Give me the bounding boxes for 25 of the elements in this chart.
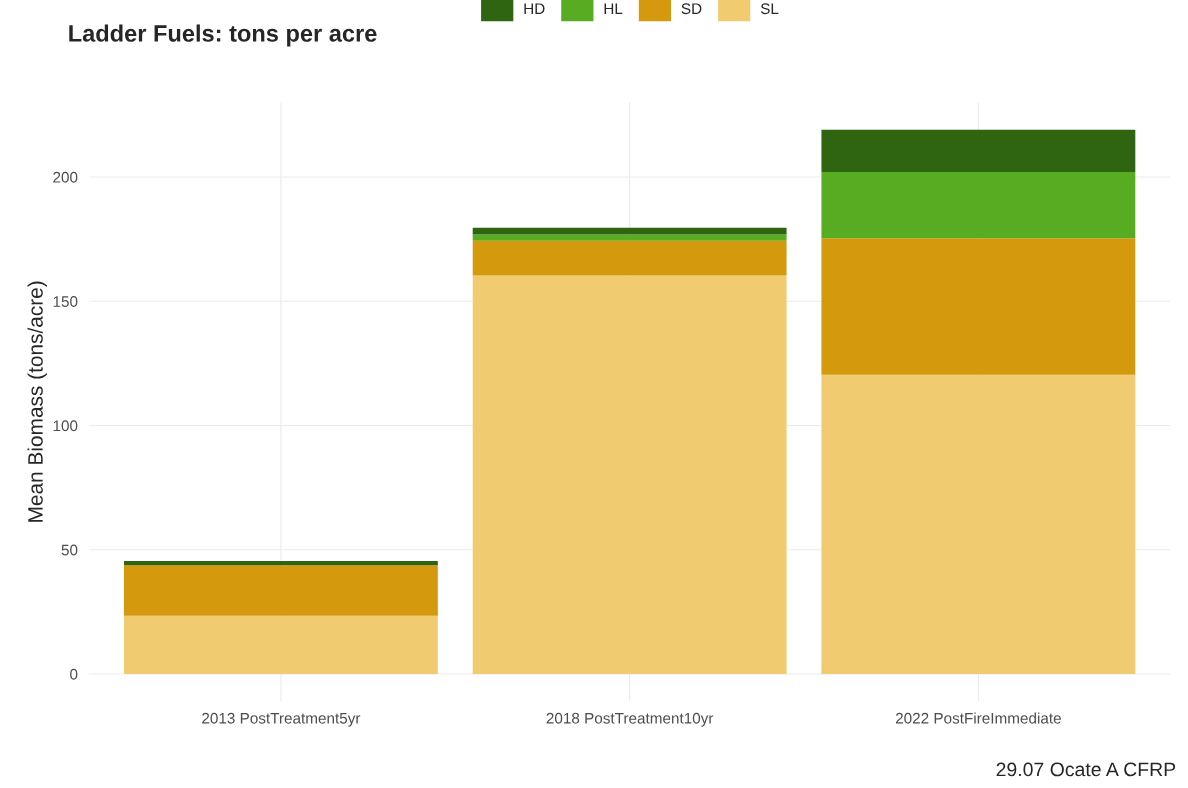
bar	[472, 275, 787, 674]
x-tick-label: 2022 PostFireImmediate	[895, 712, 1061, 724]
bar	[472, 234, 787, 241]
legend-label: SD	[681, 3, 702, 15]
x-tick-label: 2018 PostTreatment10yr	[546, 712, 714, 727]
y-tick-label: 100	[53, 420, 78, 432]
bar	[123, 560, 438, 566]
legend-label: HL	[604, 3, 623, 14]
bar	[123, 565, 438, 616]
y-tick-label: 50	[61, 544, 78, 556]
x-tick-label: 2013 PostTreatment5yr	[202, 712, 361, 727]
bar	[821, 238, 1136, 375]
bar	[123, 615, 438, 674]
legend-label: SL	[760, 3, 779, 15]
bar	[821, 129, 1136, 173]
y-tick-label: 0	[70, 668, 78, 680]
bar	[821, 374, 1136, 674]
legend-label: HD	[524, 3, 545, 14]
text: 29.07 Ocate A CFRP	[996, 762, 1176, 777]
y-axis-title: Mean Biomass (tons/acre)	[27, 281, 47, 522]
y-tick-label: 150	[53, 296, 78, 307]
chart-title: Ladder Fuels: tons per acre	[69, 24, 377, 47]
bar	[472, 240, 787, 276]
y-tick-label: 200	[53, 171, 78, 183]
bar	[821, 172, 1136, 239]
